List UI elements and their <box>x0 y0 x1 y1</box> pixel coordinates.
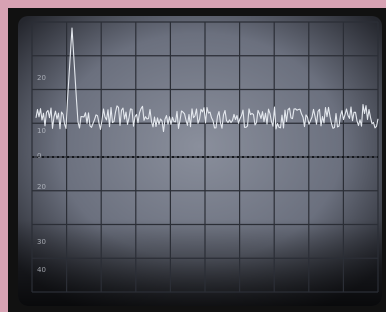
page: 20 10 0 20 30 40 (() => { const data = J… <box>0 0 386 312</box>
oscilloscope-photo: 20 10 0 20 30 40 <box>0 0 386 312</box>
scale-label: 30 <box>37 238 46 246</box>
scale-label: 20 <box>37 183 46 191</box>
scale-label: 40 <box>37 266 46 274</box>
scale-label: 0 <box>37 152 41 160</box>
scale-label: 10 <box>37 127 46 135</box>
scale-label: 20 <box>37 74 46 82</box>
screen-shade <box>18 16 382 306</box>
